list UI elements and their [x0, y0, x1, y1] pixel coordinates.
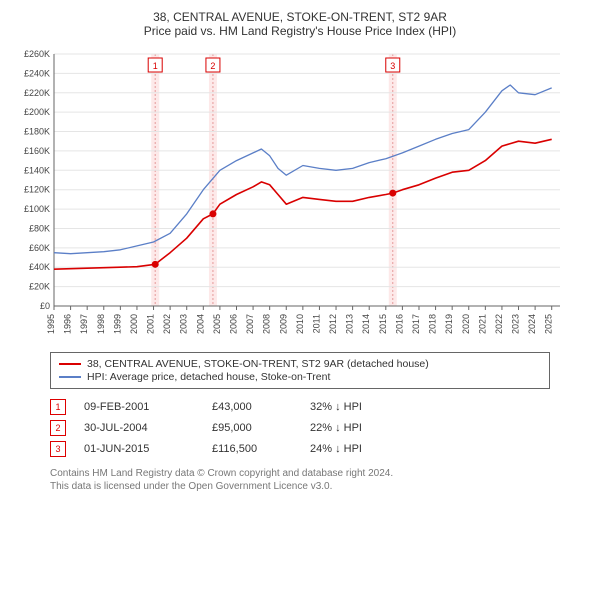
svg-text:1997: 1997 [79, 314, 89, 334]
svg-text:£240K: £240K [24, 68, 50, 78]
svg-text:2011: 2011 [311, 314, 321, 333]
svg-text:3: 3 [390, 61, 395, 71]
legend-label: 38, CENTRAL AVENUE, STOKE-ON-TRENT, ST2 … [87, 358, 429, 370]
svg-text:£160K: £160K [24, 146, 50, 156]
svg-text:£120K: £120K [24, 185, 50, 195]
legend-swatch [59, 376, 81, 378]
sale-date: 09-FEB-2001 [84, 401, 194, 413]
svg-text:1996: 1996 [63, 314, 73, 334]
svg-text:2005: 2005 [212, 314, 222, 334]
svg-text:2003: 2003 [179, 314, 189, 334]
sales-table: 1 09-FEB-2001 £43,000 32% ↓ HPI 2 30-JUL-2004… [50, 399, 550, 457]
svg-text:2012: 2012 [328, 314, 338, 334]
svg-text:2009: 2009 [278, 314, 288, 334]
sale-date: 01-JUN-2015 [84, 443, 194, 455]
svg-text:2018: 2018 [428, 314, 438, 334]
svg-text:1998: 1998 [96, 314, 106, 334]
footer-attribution: Contains HM Land Registry data © Crown c… [50, 467, 550, 493]
svg-text:1995: 1995 [46, 314, 56, 334]
svg-text:2013: 2013 [345, 314, 355, 334]
svg-text:2002: 2002 [162, 314, 172, 334]
svg-text:£80K: £80K [29, 223, 50, 233]
svg-text:2007: 2007 [245, 314, 255, 334]
legend-swatch [59, 363, 81, 365]
legend-row: HPI: Average price, detached house, Stok… [59, 371, 541, 383]
svg-text:£60K: £60K [29, 243, 50, 253]
footer-line2: This data is licensed under the Open Gov… [50, 480, 550, 493]
svg-text:£260K: £260K [24, 49, 50, 59]
sale-row: 3 01-JUN-2015 £116,500 24% ↓ HPI [50, 441, 550, 457]
svg-text:2020: 2020 [461, 314, 471, 334]
svg-text:2019: 2019 [444, 314, 454, 334]
svg-text:2024: 2024 [527, 314, 537, 334]
sale-price: £43,000 [212, 401, 292, 413]
svg-text:1999: 1999 [112, 314, 122, 334]
svg-text:£0: £0 [40, 301, 50, 311]
svg-text:2008: 2008 [262, 314, 272, 334]
svg-text:1: 1 [153, 61, 158, 71]
svg-text:2025: 2025 [544, 314, 554, 334]
svg-text:£220K: £220K [24, 88, 50, 98]
sale-date: 30-JUL-2004 [84, 422, 194, 434]
sale-row: 1 09-FEB-2001 £43,000 32% ↓ HPI [50, 399, 550, 415]
svg-text:2015: 2015 [378, 314, 388, 334]
svg-text:2023: 2023 [511, 314, 521, 334]
sale-marker: 1 [50, 399, 66, 415]
svg-text:£140K: £140K [24, 165, 50, 175]
svg-text:2010: 2010 [295, 314, 305, 334]
sale-marker: 2 [50, 420, 66, 436]
svg-text:2: 2 [210, 61, 215, 71]
svg-text:2001: 2001 [146, 314, 156, 334]
sale-delta: 24% ↓ HPI [310, 443, 420, 455]
svg-text:£200K: £200K [24, 107, 50, 117]
chart-svg: £0 £20K £40K £60K £80K £100K £120K £140K £160K £1… [10, 46, 570, 346]
svg-text:2000: 2000 [129, 314, 139, 334]
svg-text:2006: 2006 [228, 314, 238, 334]
svg-text:£180K: £180K [24, 127, 50, 137]
sale-marker: 3 [50, 441, 66, 457]
footer-line1: Contains HM Land Registry data © Crown c… [50, 467, 550, 480]
legend-row: 38, CENTRAL AVENUE, STOKE-ON-TRENT, ST2 … [59, 358, 541, 370]
svg-text:2017: 2017 [411, 314, 421, 334]
sale-row: 2 30-JUL-2004 £95,000 22% ↓ HPI [50, 420, 550, 436]
svg-text:2022: 2022 [494, 314, 504, 334]
svg-text:2014: 2014 [361, 314, 371, 334]
legend: 38, CENTRAL AVENUE, STOKE-ON-TRENT, ST2 … [50, 352, 550, 389]
svg-text:£40K: £40K [29, 262, 50, 272]
sale-delta: 32% ↓ HPI [310, 401, 420, 413]
sale-price: £95,000 [212, 422, 292, 434]
price-chart: £0 £20K £40K £60K £80K £100K £120K £140K £160K £1… [10, 46, 590, 346]
svg-text:2016: 2016 [394, 314, 404, 334]
svg-text:£20K: £20K [29, 282, 50, 292]
svg-text:2004: 2004 [195, 314, 205, 334]
svg-text:£100K: £100K [24, 204, 50, 214]
chart-title-line1: 38, CENTRAL AVENUE, STOKE-ON-TRENT, ST2 … [10, 10, 590, 24]
legend-label: HPI: Average price, detached house, Stok… [87, 371, 330, 383]
chart-title-line2: Price paid vs. HM Land Registry's House … [10, 24, 590, 38]
svg-text:2021: 2021 [477, 314, 487, 334]
sale-delta: 22% ↓ HPI [310, 422, 420, 434]
sale-price: £116,500 [212, 443, 292, 455]
